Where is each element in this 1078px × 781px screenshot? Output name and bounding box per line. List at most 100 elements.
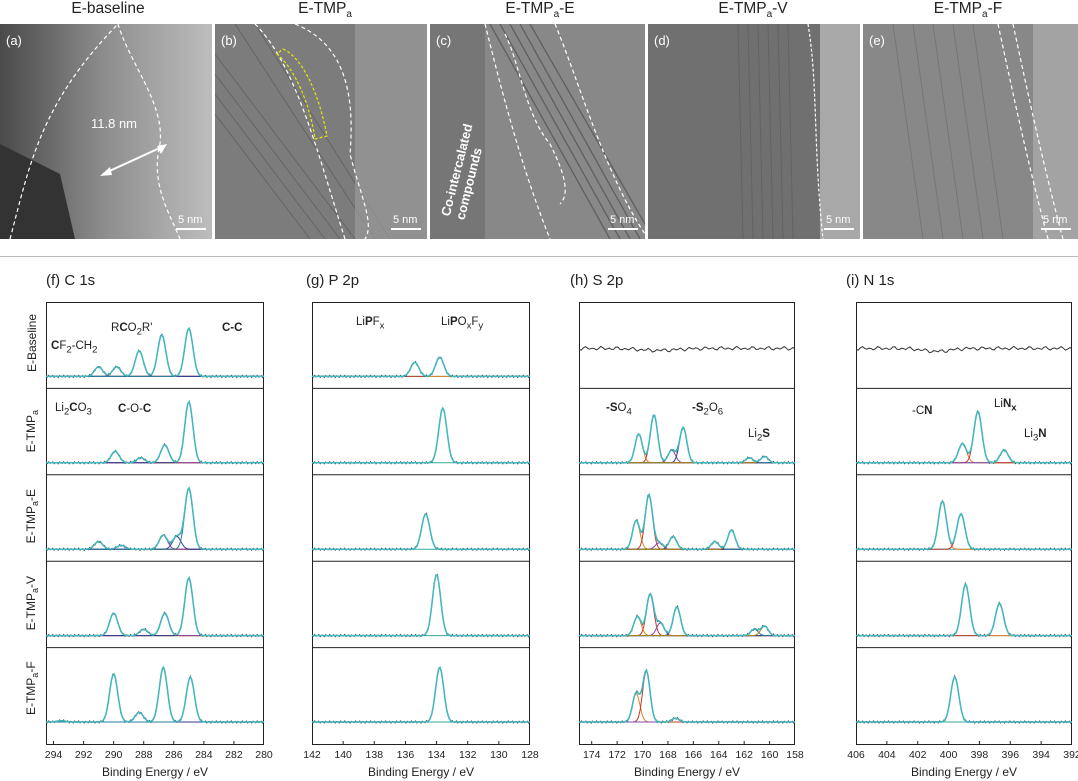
panel-frame — [46, 302, 264, 745]
spectrum-trace — [579, 593, 795, 638]
tick-label: 398 — [970, 749, 989, 761]
tem-letter-d: (d) — [654, 33, 670, 48]
fit-component — [46, 612, 264, 637]
scale-bar-b — [391, 228, 421, 230]
tick-label: 282 — [225, 749, 243, 761]
fit-component — [579, 692, 795, 723]
tick-label: 288 — [134, 749, 153, 761]
fit-component — [856, 675, 1072, 723]
panel-frame — [312, 302, 530, 745]
xlabel-c1s: Binding Energy / eV — [101, 765, 209, 779]
fit-envelope — [312, 513, 530, 550]
tick-label: 400 — [939, 749, 958, 761]
scale-bar-d — [824, 228, 854, 230]
fit-envelope — [46, 399, 264, 464]
tick-label: 130 — [490, 749, 508, 761]
ann-cc: C-C — [222, 322, 243, 334]
tem-letter-b: (b) — [221, 33, 237, 48]
tick-label: 294 — [44, 749, 63, 761]
tick-label: 392 — [1063, 749, 1078, 761]
xps-panel-c1s — [46, 302, 264, 745]
ann-li2s: Li2S — [748, 428, 770, 444]
row-label-tmpa-f: E-TMPa-F — [23, 661, 41, 716]
tick-label: 280 — [255, 749, 273, 761]
scale-bar-label-a: 5 nm — [178, 214, 203, 226]
ann-lipfx: LiPFx — [356, 316, 385, 332]
fit-envelope — [312, 356, 530, 378]
tick-label: 172 — [608, 749, 626, 761]
fit-envelope — [46, 575, 264, 637]
fit-component — [579, 493, 795, 550]
tick-label: 132 — [458, 749, 477, 761]
tick-label: 394 — [1032, 749, 1050, 761]
fit-component — [579, 535, 795, 550]
fit-envelope — [579, 414, 795, 464]
fit-component — [856, 602, 1072, 637]
panel-title-s2p: (h) S 2p — [570, 272, 624, 289]
spectrum-trace — [46, 487, 264, 552]
spectrum-trace — [856, 674, 1072, 724]
fit-envelope — [46, 326, 264, 378]
tick-label: 158 — [786, 749, 804, 761]
xlabel-s2p: Binding Energy / eV — [633, 765, 741, 779]
tick-label: 160 — [760, 749, 779, 761]
tick-label: 286 — [165, 749, 183, 761]
panel-title-c1s: (f) C 1s — [46, 272, 96, 289]
tem-letter-c: (c) — [436, 33, 452, 48]
fit-component — [312, 406, 530, 464]
spectrum-trace — [312, 408, 530, 465]
thickness-measurement: 11.8 nm — [91, 116, 138, 131]
fit-component — [312, 666, 530, 723]
fit-envelope — [579, 592, 795, 637]
tick-label: 134 — [427, 749, 446, 761]
ann-coc: C-O-C — [118, 403, 152, 415]
fit-component — [312, 361, 530, 377]
panel-title-p2p: (g) P 2p — [306, 272, 360, 289]
fit-envelope — [312, 574, 530, 637]
scale-bar-label-e: 5 nm — [1043, 214, 1068, 226]
fit-component — [46, 612, 264, 637]
xps-panel-s2p — [579, 302, 795, 745]
tem-header-c: E-TMPa-E — [505, 0, 575, 21]
spectrum-trace — [579, 670, 795, 724]
xps-panel-n1s — [856, 302, 1072, 745]
tem-image-e: (e) 5 nm — [863, 24, 1078, 239]
fit-envelope — [856, 582, 1072, 637]
tick-label: 142 — [303, 749, 321, 761]
tick-label: 166 — [684, 749, 703, 761]
spectrum-trace — [312, 667, 530, 724]
spectrum-trace — [856, 345, 1072, 354]
tem-image-b: (b) 5 nm — [215, 24, 427, 239]
tick-label: 162 — [735, 749, 753, 761]
xps-panel-p2p — [312, 302, 530, 745]
panel-title-n1s: (i) N 1s — [846, 272, 895, 289]
scale-bar-label-c: 5 nm — [610, 214, 635, 226]
ann-so4: -SO4 — [606, 402, 632, 418]
spectrum-trace — [312, 573, 530, 638]
fit-component — [46, 577, 264, 637]
tem-letter-e: (e) — [869, 33, 885, 48]
spectrum-trace — [579, 345, 795, 353]
scale-bar-e — [1041, 228, 1071, 230]
scale-bar-c — [608, 228, 638, 230]
tick-label: 292 — [74, 749, 93, 761]
tick-label: 164 — [709, 749, 728, 761]
tick-label: 136 — [396, 749, 415, 761]
section-divider — [0, 256, 1078, 257]
ann-cn: -CN — [912, 405, 933, 417]
spectrum-trace — [579, 494, 795, 552]
tick-label: 404 — [878, 749, 896, 761]
tick-label: 284 — [195, 749, 213, 761]
panel-frame — [579, 302, 795, 745]
ann-lipoxfy: LiPOxFy — [441, 316, 484, 332]
spectrum-trace — [312, 357, 530, 379]
fit-component — [579, 670, 795, 723]
fit-envelope — [312, 406, 530, 464]
spectrum-trace — [46, 577, 264, 638]
fit-component — [856, 449, 1072, 464]
fit-component — [579, 594, 795, 637]
fit-component — [312, 574, 530, 637]
fit-envelope — [312, 666, 530, 723]
fit-envelope — [856, 410, 1072, 464]
tick-label: 174 — [582, 749, 601, 761]
